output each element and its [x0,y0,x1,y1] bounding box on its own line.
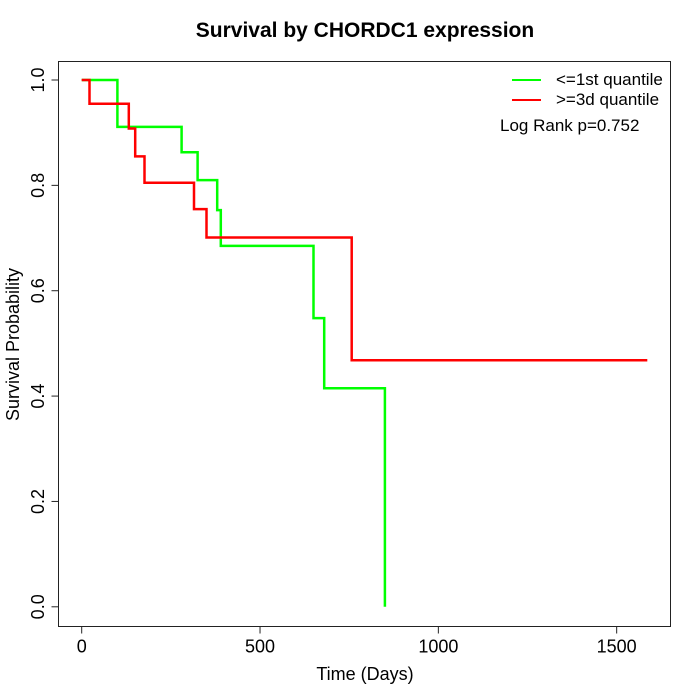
y-axis-label: Survival Probability [3,268,23,421]
y-tick-label: 0.0 [28,594,48,619]
x-tick-label: 0 [77,637,87,657]
x-tick-label: 1500 [597,637,637,657]
chart-title: Survival by CHORDC1 expression [195,19,535,42]
x-tick-label: 1000 [418,637,458,657]
y-tick-label: 0.2 [28,489,48,514]
legend-swatch [512,98,541,102]
legend-item-label: <=1st quantile [556,70,663,89]
legend-item: >=3d quantile [500,90,663,110]
y-tick-label: 0.6 [28,278,48,303]
y-tick-label: 0.4 [28,384,48,409]
y-tick-label: 1.0 [28,67,48,92]
survival-curve-low-expression [81,78,387,607]
logrank-note: Log Rank p=0.752 [500,116,640,135]
legend: <=1st quantile >=3d quantile Log Rank p=… [500,70,663,136]
legend-swatch [512,78,541,82]
x-axis-label: Time (Days) [316,664,414,684]
plot-box [58,61,671,627]
x-tick-label: 500 [245,637,275,657]
legend-item: <=1st quantile [500,70,663,90]
survival-curve-high-expression [81,78,648,362]
y-tick-label: 0.8 [28,173,48,198]
legend-item-label: >=3d quantile [556,90,660,109]
